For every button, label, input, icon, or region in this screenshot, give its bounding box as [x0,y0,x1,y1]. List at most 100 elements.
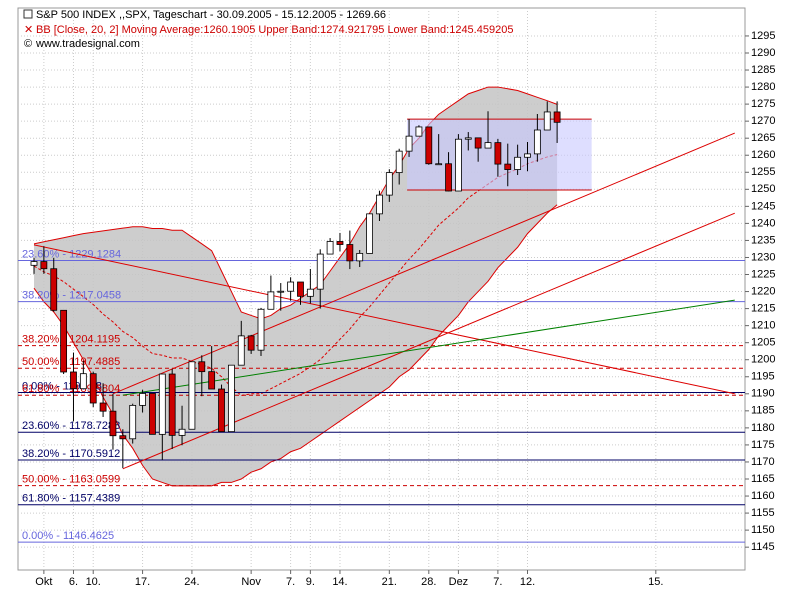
candle-body [227,364,235,433]
level-label: 38.20% - 1204.1195 [22,334,120,346]
candle-body [119,435,127,440]
plot-layer: 23.60% - 1229.1284 38.20% - 1217.0458 38.2… [18,8,745,570]
candle-body [326,241,334,255]
candle-body [464,137,472,140]
y-tick-label: 1295 [751,30,775,42]
level-label: 38.20% - 1170.5912 [22,448,120,460]
candle-body [484,142,492,149]
candle-body [474,137,482,149]
y-tick-label: 1245 [751,200,775,212]
candle-body [445,163,452,192]
candle-body [277,290,285,293]
y-tick-label: 1145 [751,541,775,553]
candle-body [158,373,166,435]
y-tick-label: 1160 [751,490,775,502]
level-label: 61.80% - 1157.4389 [22,493,120,505]
candle-body [287,281,295,292]
chart-title: S&P 500 INDEX ,,SPX, Tageschart - 30.09.… [36,9,386,21]
y-tick-label: 1195 [751,371,775,383]
candle-body [395,150,403,174]
x-tick-label: 17. [135,576,150,588]
y-tick-label: 1280 [751,81,775,93]
candle-body [188,361,196,430]
x-icon: ✕ [24,24,33,36]
candle-body [208,371,216,390]
x-tick-label: 7. [286,576,295,588]
trend-line [122,299,735,396]
candle-body [543,111,551,131]
trend-line [33,244,735,395]
candle-body [533,129,541,155]
candle-body [237,335,245,366]
y-tick-label: 1155 [751,507,775,519]
candle-body [504,163,512,170]
chart-subtitle: BB [Close, 20, 2] Moving Average:1260.19… [36,24,513,36]
y-tick-label: 1290 [751,47,775,59]
y-tick-label: 1260 [751,149,775,161]
y-tick-label: 1150 [751,524,775,536]
x-tick-label: 6. [69,576,78,588]
candle-body [99,402,107,412]
level-label: 50.00% - 1197.4885 [22,356,120,368]
candle-body [524,153,531,158]
level-label: 38.20% - 1217.0458 [22,290,121,302]
y-tick-label: 1180 [751,422,775,434]
candle-body [267,291,275,310]
x-tick-label: 15. [648,576,663,588]
candle-body [435,163,443,166]
y-tick-label: 1215 [751,303,775,315]
checkbox-icon [23,9,33,19]
y-tick-label: 1225 [751,268,775,280]
candle-body [198,361,206,373]
candle-body [247,335,255,351]
level-label: 23.60% - 1229.1284 [22,248,121,260]
x-tick-label: 10. [86,576,101,588]
candle-body [149,393,156,435]
x-tick-label: 24. [184,576,199,588]
y-tick-label: 1255 [751,166,775,178]
candle-body [366,213,373,254]
y-tick-label: 1165 [751,473,775,485]
y-tick-label: 1175 [751,439,775,451]
x-tick-label: Okt [35,576,52,588]
candle-body [385,172,393,196]
y-tick-label: 1285 [751,64,775,76]
candle-body [405,135,413,152]
y-tick-label: 1265 [751,132,775,144]
y-tick-label: 1240 [751,217,775,229]
y-tick-label: 1205 [751,337,775,349]
y-tick-label: 1275 [751,98,775,110]
candle-body [297,281,304,297]
x-tick-label: 9. [306,576,315,588]
candle-body [139,393,146,406]
x-tick-label: Nov [241,576,261,588]
candle-body [306,288,314,297]
candle-body [455,138,462,192]
y-tick-label: 1200 [751,354,775,366]
level-label: 50.00% - 1163.0599 [22,474,120,486]
candle-body [514,156,522,170]
x-tick-label: 28. [421,576,436,588]
y-tick-label: 1220 [751,285,775,297]
candle-body [346,244,354,262]
candle-body [356,252,364,262]
x-tick-label: 14. [332,576,347,588]
candle-body [218,388,225,433]
candle-body [415,126,423,137]
candle-body [30,261,38,266]
y-tick-label: 1270 [751,115,775,127]
candle-body [257,308,265,351]
candle-body [316,253,324,290]
y-tick-label: 1250 [751,183,775,195]
candle-body [109,410,117,437]
candle-body [50,268,58,311]
source: www.tradesignal.com [35,38,140,50]
y-tick-label: 1170 [751,456,775,468]
candle-body [494,142,502,165]
candle-body [336,241,344,245]
candle-body [178,428,186,436]
level-label: 0.00% - 1146.4625 [22,530,114,542]
level-label: 23.60% - 1178.7288 [22,420,120,432]
candle-body [425,126,433,165]
